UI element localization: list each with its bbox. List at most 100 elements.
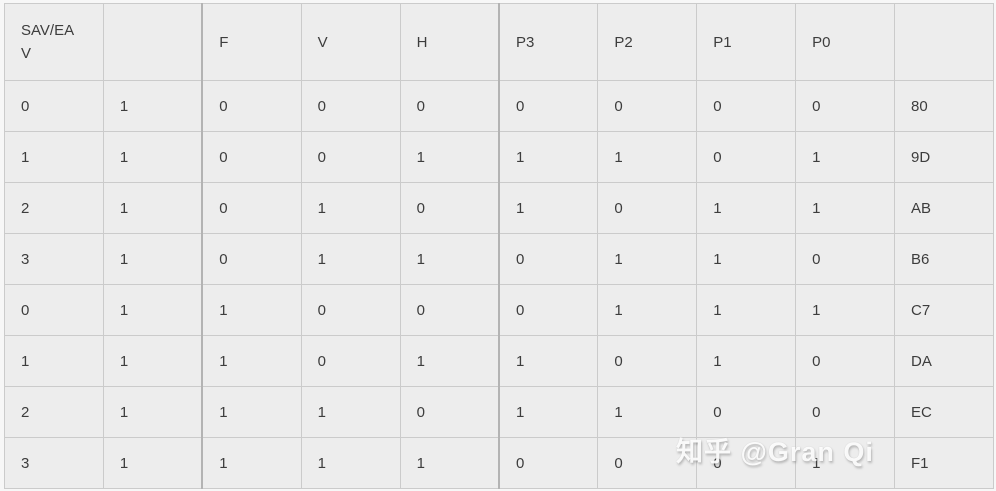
p0-cell: 0 — [795, 80, 896, 132]
v-cell: 0 — [300, 335, 401, 387]
v-cell: 1 — [300, 386, 401, 438]
h-cell: 0 — [399, 386, 500, 438]
p1-cell: 1 — [696, 182, 797, 234]
h-cell: 1 — [399, 233, 500, 285]
f-cell: 0 — [201, 233, 302, 285]
table-row: 2 1 0 1 0 1 0 1 1 AB — [4, 182, 994, 234]
f-cell: 1 — [201, 335, 302, 387]
p2-cell: 0 — [597, 80, 698, 132]
header-saveav-line1: SAV/EA — [21, 22, 75, 39]
p3-cell: 0 — [497, 437, 599, 489]
p3-cell: 1 — [497, 386, 599, 438]
p3-cell: 0 — [497, 233, 599, 285]
p1-cell: 0 — [696, 131, 797, 183]
bit7-cell: 1 — [102, 335, 203, 387]
hex-value-cell: C7 — [894, 284, 994, 336]
p1-cell: 0 — [696, 386, 797, 438]
column-header-p0: P0 — [795, 3, 896, 81]
table-row: 3 1 1 1 1 0 0 0 1 F1 — [4, 437, 994, 489]
f-cell: 0 — [201, 182, 302, 234]
bit7-cell: 1 — [102, 386, 203, 438]
p1-cell: 1 — [696, 335, 797, 387]
p2-cell: 0 — [597, 437, 698, 489]
column-header-p2: P2 — [597, 3, 698, 81]
hex-value-cell: DA — [894, 335, 994, 387]
bit7-cell: 1 — [102, 284, 203, 336]
v-cell: 1 — [300, 233, 401, 285]
p2-cell: 1 — [597, 131, 698, 183]
hex-value-cell: 9D — [894, 131, 994, 183]
v-cell: 0 — [300, 284, 401, 336]
table-row: 2 1 1 1 0 1 1 0 0 EC — [4, 386, 994, 438]
sav-cell: 3 — [4, 437, 104, 489]
p3-cell: 0 — [497, 284, 599, 336]
column-header-h: H — [399, 3, 500, 81]
h-cell: 1 — [399, 131, 500, 183]
hex-value-cell: AB — [894, 182, 994, 234]
truth-table: SAV/EA V F V H P3 P2 P1 P0 0 1 0 0 0 0 0… — [4, 3, 994, 489]
table-body: 0 1 0 0 0 0 0 0 0 80 1 1 0 0 1 1 1 0 1 9… — [4, 80, 994, 489]
table-row: 0 1 0 0 0 0 0 0 0 80 — [4, 80, 994, 132]
p0-cell: 0 — [795, 386, 896, 438]
p0-cell: 0 — [795, 335, 896, 387]
sav-cell: 1 — [4, 335, 104, 387]
p0-cell: 1 — [795, 131, 896, 183]
sav-cell: 2 — [4, 386, 104, 438]
hex-value-cell: F1 — [894, 437, 994, 489]
f-cell: 1 — [201, 437, 302, 489]
sav-cell: 0 — [4, 284, 104, 336]
sav-cell: 0 — [4, 80, 104, 132]
bit7-cell: 1 — [102, 182, 203, 234]
column-header-p3: P3 — [497, 3, 599, 81]
h-cell: 1 — [399, 335, 500, 387]
p3-cell: 1 — [497, 131, 599, 183]
header-saveav-line2: V — [21, 45, 32, 62]
p2-cell: 0 — [597, 335, 698, 387]
p1-cell: 1 — [696, 284, 797, 336]
p3-cell: 1 — [497, 182, 599, 234]
column-header-blank — [102, 3, 203, 81]
p2-cell: 1 — [597, 386, 698, 438]
table-row: 1 1 0 0 1 1 1 0 1 9D — [4, 131, 994, 183]
hex-value-cell: B6 — [894, 233, 994, 285]
p0-cell: 1 — [795, 182, 896, 234]
p2-cell: 0 — [597, 182, 698, 234]
p1-cell: 0 — [696, 437, 797, 489]
p0-cell: 1 — [795, 284, 896, 336]
sav-cell: 3 — [4, 233, 104, 285]
hex-value-cell: 80 — [894, 80, 994, 132]
bit7-cell: 1 — [102, 233, 203, 285]
header-row: SAV/EA V F V H P3 P2 P1 P0 — [4, 3, 994, 81]
p2-cell: 1 — [597, 233, 698, 285]
column-header-p1: P1 — [696, 3, 797, 81]
f-cell: 1 — [201, 386, 302, 438]
bit7-cell: 1 — [102, 131, 203, 183]
p0-cell: 0 — [795, 233, 896, 285]
v-cell: 1 — [300, 182, 401, 234]
column-header-v: V — [300, 3, 401, 81]
table-header: SAV/EA V F V H P3 P2 P1 P0 — [4, 3, 994, 81]
bit7-cell: 1 — [102, 80, 203, 132]
column-header-f: F — [201, 3, 302, 81]
f-cell: 1 — [201, 284, 302, 336]
column-header-saveav: SAV/EA V — [4, 3, 104, 81]
p2-cell: 1 — [597, 284, 698, 336]
p1-cell: 1 — [696, 233, 797, 285]
h-cell: 0 — [399, 182, 500, 234]
h-cell: 0 — [399, 80, 500, 132]
f-cell: 0 — [201, 80, 302, 132]
v-cell: 1 — [300, 437, 401, 489]
table-row: 0 1 1 0 0 0 1 1 1 C7 — [4, 284, 994, 336]
sav-cell: 2 — [4, 182, 104, 234]
v-cell: 0 — [300, 131, 401, 183]
hex-value-cell: EC — [894, 386, 994, 438]
table-row: 1 1 1 0 1 1 0 1 0 DA — [4, 335, 994, 387]
bit7-cell: 1 — [102, 437, 203, 489]
f-cell: 0 — [201, 131, 302, 183]
p3-cell: 1 — [497, 335, 599, 387]
p3-cell: 0 — [497, 80, 599, 132]
h-cell: 0 — [399, 284, 500, 336]
p1-cell: 0 — [696, 80, 797, 132]
h-cell: 1 — [399, 437, 500, 489]
p0-cell: 1 — [795, 437, 896, 489]
